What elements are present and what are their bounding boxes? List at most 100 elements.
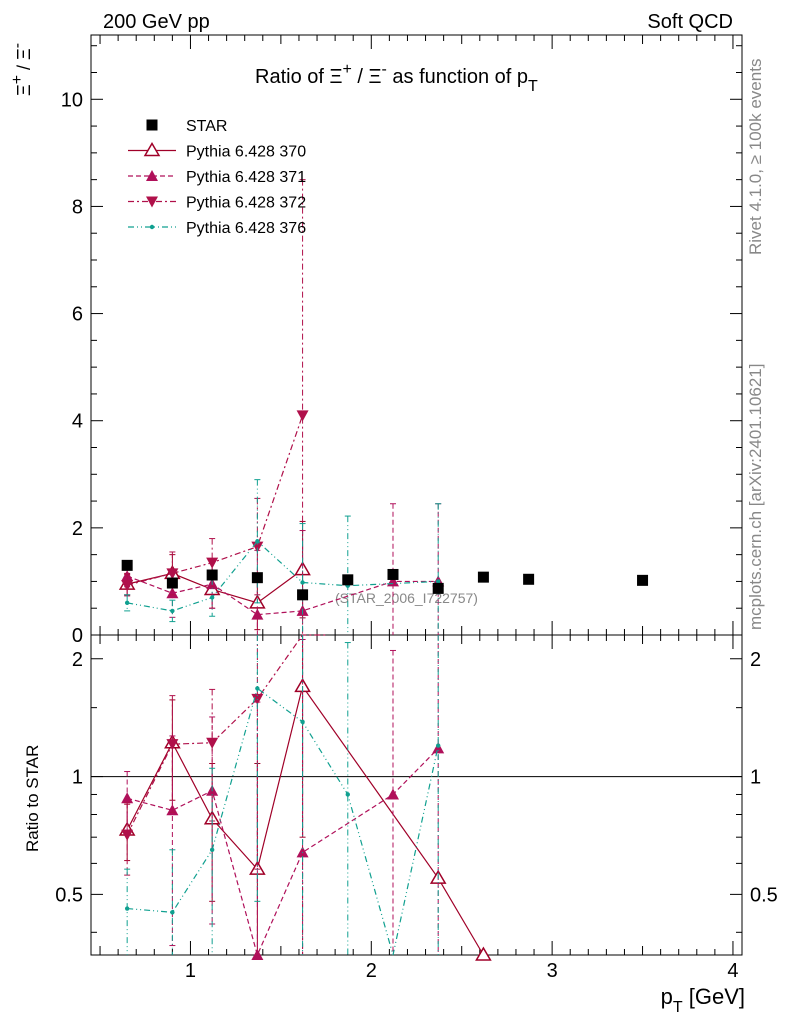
top-ytick-label: 4	[72, 411, 83, 433]
title-slash: /	[352, 66, 369, 88]
header-right: Soft QCD	[647, 11, 733, 33]
top-point-star	[121, 559, 133, 571]
bottom-point-p370	[475, 946, 492, 961]
legend-item-p376: Pythia 6.428 376	[128, 220, 306, 237]
bottom-line-p370	[126, 684, 484, 956]
bottom-xtick-label: 2	[366, 960, 377, 982]
bottom-point-p371	[386, 788, 399, 800]
bottom-point-p376	[436, 743, 441, 748]
bottom-point-p372	[121, 829, 134, 841]
title-p: p	[517, 66, 528, 88]
ylabel-plus: +	[9, 75, 26, 84]
bottom-ytick-label-right: 2	[750, 649, 761, 671]
bottom-point-p371	[296, 846, 309, 858]
bottom-point-p372	[166, 739, 179, 751]
ylabel-minus: -	[9, 43, 26, 48]
top-point-p376	[436, 579, 441, 584]
bottom-line-p376	[127, 687, 439, 956]
top-ytick-label: 2	[72, 518, 83, 540]
bottom-ylabel: Ratio to STAR	[23, 745, 42, 852]
bottom-series	[118, 634, 492, 961]
top-ytick-label: 6	[72, 304, 83, 326]
header-left: 200 GeV pp	[103, 11, 210, 33]
top-chart-title: Ratio of Ξ+ / Ξ- as function of pT	[255, 61, 538, 95]
top-series	[118, 179, 649, 635]
legend: STAR Pythia 6.428 370 Pythia 6.428 371 Pyth…	[128, 118, 306, 237]
bottom-point-p376	[209, 847, 215, 852]
ylabel-xi-2: Ξ	[14, 48, 34, 60]
legend-marker-p371	[146, 170, 158, 181]
legend-label-star: STAR	[186, 118, 227, 135]
top-point-star	[297, 589, 309, 601]
ylabel-slash: /	[14, 60, 34, 75]
legend-label-p372: Pythia 6.428 372	[186, 195, 306, 212]
bottom-point-p376	[345, 792, 350, 797]
bottom-series-p376	[124, 635, 441, 956]
bottom-xtick-label: 3	[547, 960, 558, 982]
x-axis-label: pT [GeV]	[661, 984, 745, 1016]
top-axes: 0 2 4 6 8 10	[61, 35, 742, 647]
bottom-xtick-label: 4	[727, 960, 738, 982]
top-point-star	[477, 571, 489, 583]
top-series-p372	[121, 179, 309, 635]
top-point-p376	[170, 608, 175, 614]
top-series-star	[121, 559, 649, 601]
top-point-p371	[166, 587, 179, 599]
top-point-p372	[166, 568, 179, 580]
top-ytick-label: 10	[61, 89, 83, 111]
legend-label-p370: Pythia 6.428 370	[186, 144, 306, 161]
title-plus: +	[342, 61, 351, 78]
bottom-ytick-label-left: 0.5	[55, 884, 83, 906]
legend-marker-p372	[146, 196, 158, 208]
xlabel-sub: T	[673, 999, 683, 1016]
bottom-point-p376	[170, 910, 175, 915]
top-point-p371	[251, 608, 264, 620]
bottom-axes: 0.5 0.5 1 1 2 2 1 2 3 4	[55, 635, 778, 982]
top-point-star	[387, 568, 399, 580]
xlabel-unit: [GeV]	[683, 984, 745, 1009]
legend-item-p371: Pythia 6.428 371	[128, 169, 306, 186]
title-sub-t: T	[528, 78, 538, 95]
bottom-ytick-label-left: 1	[72, 767, 83, 789]
bottom-ytick-label-right: 0.5	[750, 884, 778, 906]
top-point-p372	[206, 557, 219, 569]
analysis-watermark: (STAR_2006_I722757)	[335, 590, 478, 606]
top-ylabel: Ξ+ / Ξ-	[9, 43, 34, 96]
side-text-bottom: mcplots.cern.ch [arXiv:2401.10621]	[746, 364, 765, 630]
bottom-point-p371	[432, 742, 445, 754]
title-xi-1: Ξ	[329, 66, 342, 88]
top-ytick-label: 0	[72, 625, 83, 647]
legend-label-p371: Pythia 6.428 371	[186, 169, 306, 186]
bottom-panel-frame	[90, 634, 743, 956]
bottom-point-p372	[206, 737, 219, 749]
top-point-p376	[209, 595, 215, 600]
top-point-star	[206, 569, 218, 581]
bottom-point-p371	[121, 792, 134, 804]
top-point-p376	[124, 600, 130, 606]
bottom-ytick-label-left: 2	[72, 649, 83, 671]
title-part-a: Ratio of	[255, 66, 329, 88]
title-part-b: as function of	[387, 66, 517, 88]
bottom-series-p370	[118, 635, 492, 961]
xlabel-p: p	[661, 984, 673, 1009]
bottom-xtick-label: 1	[185, 960, 196, 982]
legend-item-p372: Pythia 6.428 372	[128, 195, 306, 212]
legend-marker-star	[146, 119, 158, 131]
top-point-p376	[255, 539, 260, 544]
top-point-p376	[300, 580, 305, 585]
top-series-p376	[124, 479, 442, 635]
legend-marker-p370	[143, 142, 161, 157]
top-point-star	[523, 573, 535, 585]
top-point-star	[251, 572, 263, 584]
top-point-p372	[296, 410, 309, 422]
legend-item-star: STAR	[146, 118, 227, 135]
top-point-star	[432, 582, 444, 594]
bottom-line-p372	[126, 634, 327, 836]
bottom-series-p371	[121, 635, 445, 960]
bottom-ytick-label-right: 1	[750, 767, 761, 789]
legend-item-p370: Pythia 6.428 370	[128, 142, 306, 161]
bottom-point-p376	[300, 719, 305, 725]
title-xi-2: Ξ	[369, 66, 382, 88]
title-minus: -	[382, 61, 387, 78]
